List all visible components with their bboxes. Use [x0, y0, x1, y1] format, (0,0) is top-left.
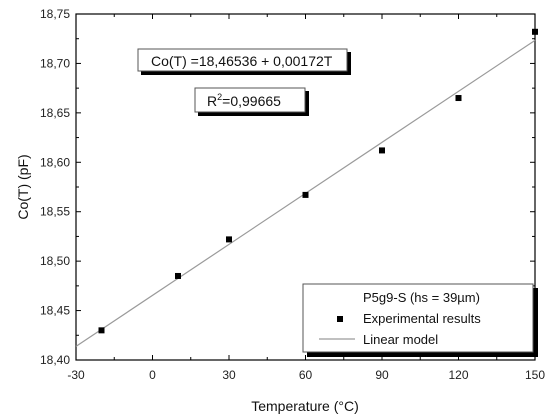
experimental-point [175, 272, 181, 279]
legend-item-linear: Linear model [363, 332, 438, 347]
r-squared-text: R2=0,99665 [207, 92, 281, 109]
r-squared-box [194, 87, 306, 113]
equation-annotation: Co(T) =18,46536 + 0,00172T [137, 48, 351, 75]
y-tick-label: 18,50 [40, 254, 70, 268]
y-axis-tick-labels: 18,40 18,45 18,50 18,55 18,60 18,65 18,70 18,75 [40, 7, 70, 367]
y-tick-label: 18,40 [40, 353, 70, 367]
legend-title: P5g9-S (hs = 39µm) [363, 290, 480, 305]
r-squared-annotation: R2=0,99665 [194, 87, 309, 116]
r-squared-suffix: =0,99665 [222, 93, 281, 109]
x-tick-label: -30 [67, 368, 85, 382]
legend: P5g9-S (hs = 39µm) Experimental results … [302, 283, 538, 357]
r-squared-superscript: 2 [217, 92, 222, 102]
experimental-point [455, 95, 462, 102]
x-tick-label: 30 [222, 368, 236, 382]
r-squared-prefix: R [207, 93, 217, 109]
y-tick-label: 18,65 [40, 106, 70, 120]
y-tick-label: 18,75 [40, 7, 70, 21]
experimental-point [98, 327, 105, 334]
y-tick-label: 18,45 [40, 304, 70, 318]
experimental-point [379, 147, 385, 154]
y-tick-label: 18,70 [40, 56, 70, 70]
x-tick-label: 120 [448, 368, 468, 382]
experimental-point [226, 236, 232, 243]
x-axis-tick-labels: -30 0 30 60 90 120 150 [67, 368, 545, 382]
y-axis-title: Co(T) (pF) [15, 154, 31, 219]
y-tick-label: 18,55 [40, 205, 70, 219]
legend-item-experimental: Experimental results [363, 311, 481, 326]
legend-marker-square [337, 316, 343, 322]
x-axis-title: Temperature (°C) [251, 398, 359, 414]
x-tick-label: 150 [525, 368, 545, 382]
experimental-point [302, 191, 309, 198]
equation-text: Co(T) =18,46536 + 0,00172T [151, 53, 333, 69]
experimental-point [532, 28, 538, 35]
x-tick-label: 60 [299, 368, 313, 382]
x-axis-ticks [75, 14, 536, 360]
x-tick-label: 0 [149, 368, 156, 382]
y-tick-label: 18,60 [40, 155, 70, 169]
equation-box [137, 48, 348, 72]
experimental-points-layer [98, 28, 538, 334]
x-tick-label: 90 [375, 368, 389, 382]
